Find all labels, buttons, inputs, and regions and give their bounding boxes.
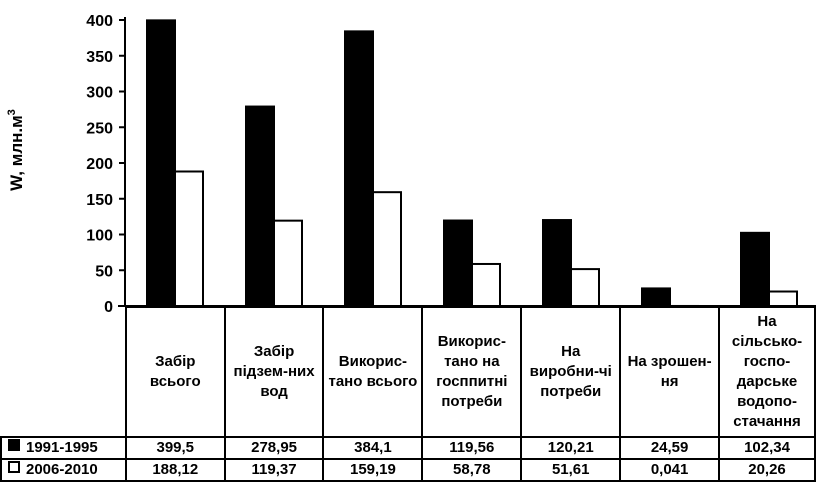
data-label: 58,78 xyxy=(421,458,523,482)
y-tick-label: 400 xyxy=(86,13,113,30)
y-tick-label: 100 xyxy=(86,228,113,245)
bar-2006-2010 xyxy=(471,262,501,307)
legend-entry: 1991-1995 xyxy=(0,436,127,460)
data-label: 384,1 xyxy=(322,436,424,460)
data-label: 119,56 xyxy=(421,436,523,460)
data-label: 188,12 xyxy=(124,458,226,482)
y-tick-label: 150 xyxy=(86,192,113,209)
legend-entry: 2006-2010 xyxy=(0,458,127,482)
data-table: Забір всього Забір підзем-них вод Викори… xyxy=(0,306,816,482)
data-label: 159,19 xyxy=(322,458,424,482)
bar-1991-1995 xyxy=(641,287,671,308)
data-label: 399,5 xyxy=(124,436,226,460)
category-label: Забір всього xyxy=(124,306,226,438)
y-tick-label: 300 xyxy=(86,85,113,102)
data-label: 51,61 xyxy=(520,458,622,482)
y-tick-label: 350 xyxy=(86,49,113,66)
bar-1991-1995 xyxy=(740,231,770,308)
category-label: Викорис-тано всього xyxy=(322,306,424,438)
legend-swatch-filled xyxy=(8,439,20,451)
bar-2006-2010 xyxy=(372,191,402,307)
category-label: На виробни-чі потреби xyxy=(520,306,622,438)
category-label: На зрошен-ня xyxy=(619,306,721,438)
series-row-2006-2010: 2006-2010 188,12 119,37 159,19 58,78 51,… xyxy=(0,458,816,482)
bar-1991-1995 xyxy=(542,219,572,307)
series-row-1991-1995: 1991-1995 399,5 278,95 384,1 119,56 120,… xyxy=(0,436,816,460)
bar-2006-2010 xyxy=(174,170,204,307)
bar-1991-1995 xyxy=(245,105,275,307)
category-row: Забір всього Забір підзем-них вод Викори… xyxy=(1,306,816,438)
bar-2006-2010 xyxy=(768,290,798,307)
data-label: 24,59 xyxy=(619,436,721,460)
category-label: Викорис-тано на госппитні потреби xyxy=(421,306,523,438)
bar-1991-1995 xyxy=(443,219,473,307)
y-axis-label: W, млн.м3 xyxy=(6,109,26,191)
y-tick-label: 250 xyxy=(86,120,113,137)
bar-1991-1995 xyxy=(146,19,176,307)
y-tick-label: 200 xyxy=(86,156,113,173)
bar-1991-1995 xyxy=(344,30,374,307)
bar-2006-2010 xyxy=(570,268,600,307)
data-label: 119,37 xyxy=(223,458,325,482)
bar-2006-2010 xyxy=(273,219,303,307)
legend-swatch-empty xyxy=(8,461,20,473)
table-corner xyxy=(1,307,127,437)
category-label: На сільсько-госпо-дарське водопо-стачанн… xyxy=(718,306,816,438)
data-label: 20,26 xyxy=(718,458,816,482)
data-label: 102,34 xyxy=(718,436,816,460)
data-label: 0,041 xyxy=(619,458,721,482)
category-label: Забір підзем-них вод xyxy=(223,306,325,438)
data-label: 120,21 xyxy=(520,436,622,460)
data-label: 278,95 xyxy=(223,436,325,460)
y-tick-label: 50 xyxy=(95,263,113,280)
